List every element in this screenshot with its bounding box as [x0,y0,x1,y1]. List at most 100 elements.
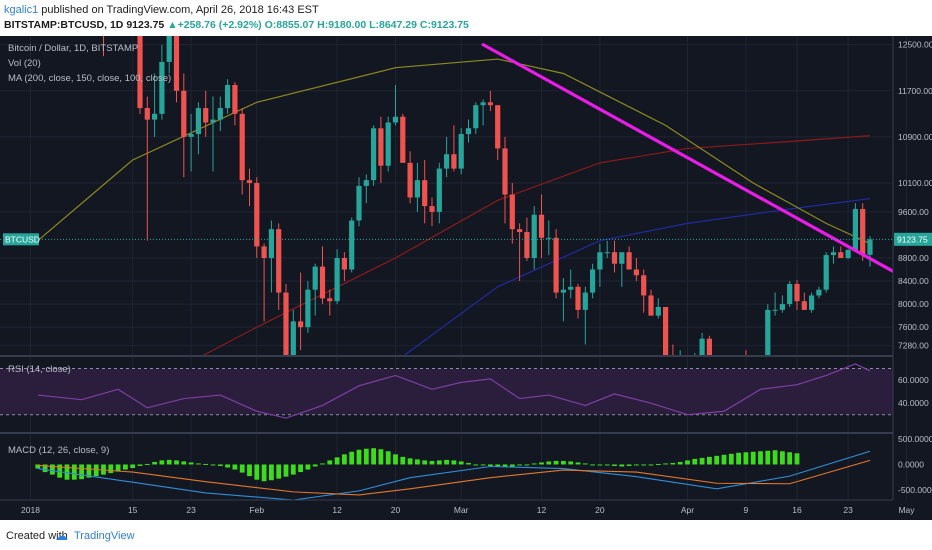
macd-histogram-bar [575,462,581,465]
macd-histogram-bar [327,460,333,465]
candle-body [706,338,712,356]
candle-body [137,36,143,109]
macd-histogram-bar [780,451,785,465]
candle-body [305,289,311,328]
macd-line [37,450,871,500]
macd-histogram-bar [349,451,355,465]
macd-legend: MACD (12, 26, close, 9) [8,445,109,456]
candle-body [473,105,479,129]
candle-body [517,229,523,233]
macd-histogram-bar [743,452,749,465]
macd-histogram-bar [371,448,376,465]
tradingview-brand-link[interactable]: TradingView [74,530,135,542]
time-tick-label: 9 [744,505,749,515]
macd-histogram-bar [50,464,55,475]
time-tick-label: Feb [249,505,264,515]
macd-histogram-bar [79,464,84,480]
candle-body [590,269,596,293]
candle-body [378,128,384,166]
macd-histogram-bar [334,457,340,465]
candle-body [524,232,530,258]
candle-body [816,289,822,296]
candle-body [407,162,413,198]
candle-body [480,102,486,106]
macd-histogram-bar [604,464,610,466]
candle-body [502,148,508,195]
resistance-trendline [481,43,893,274]
macd-tick-label: -500.0000 [898,485,932,495]
time-tick-label: 20 [595,505,605,515]
candle-body [436,168,442,212]
macd-histogram-bar [356,449,362,465]
macd-histogram-bar [670,462,676,465]
author-link[interactable]: kgalic1 [4,4,39,16]
candle-body [838,252,844,258]
candle-body [144,108,150,120]
candle-body [422,180,428,207]
macd-histogram-bar [342,454,347,465]
candle-body [290,321,296,356]
candle-body [327,298,333,302]
candle-body [765,309,771,356]
price-tick-label: 12500.00 [898,40,932,50]
candle-body [779,304,785,310]
macd-histogram-bar [415,459,420,465]
macd-histogram-bar [765,450,771,465]
macd-histogram-bar [312,464,318,467]
candle-body [444,154,450,169]
publish-info: kgalic1 published on TradingView.com, Ap… [4,4,319,16]
candle-body [246,180,253,184]
time-tick-label: Apr [681,505,694,515]
symbol-quote-line: BITSTAMP:BTCUSD, 1D 9123.75 ▲+258.76 (+2… [4,19,469,31]
macd-histogram-bar [750,451,756,465]
price-tick-label: 10900.00 [898,132,932,142]
macd-histogram-bar [539,462,544,465]
candle-body [276,229,282,293]
macd-histogram-bar [707,456,712,465]
macd-histogram-bar [590,464,595,466]
macd-histogram-bar [758,451,763,465]
candle-body [604,252,610,254]
price-value: 9123.75 [126,19,165,31]
last-price-tag: 9123.75 [894,232,932,246]
price-tick-label: 8000.00 [898,299,929,309]
macd-histogram-bar [619,464,625,467]
candles [103,36,873,356]
ma-legend: MA (200, close, 150, close, 100, close) [8,73,171,84]
macd-histogram-bar [188,462,194,465]
macd-axis[interactable]: 500.0000 0.0000 -500.0000 [898,434,932,495]
time-tick-label: 12 [332,505,342,515]
chart-area[interactable]: 12500.00 11700.00 10900.00 10100.00 9600.00 8… [0,36,932,520]
last-price-tag-text: 9123.75 [897,234,928,244]
macd-histogram-bar [568,461,574,465]
candle-body [794,283,800,302]
macd-histogram-bar [451,460,457,465]
candle-body [217,108,223,120]
time-axis[interactable]: 20181523Feb1220Mar1220Apr91623May1422 [21,505,932,515]
candle-body [232,85,238,114]
macd-histogram-bar [655,463,661,465]
price-axis[interactable]: 12500.00 11700.00 10900.00 10100.00 9600.00 8… [898,40,932,351]
candle-body [465,128,472,135]
rsi-tick-label: 60.0000 [898,375,929,385]
candle-body [809,295,815,310]
macd-histogram-bar [626,464,632,466]
trendline-layer[interactable] [481,43,932,348]
candle-body [575,286,581,310]
candle-body [648,295,654,316]
grid [0,36,907,500]
candle-body [553,237,559,293]
candle-body [845,249,851,258]
macd-histogram-bar [385,451,391,465]
candle-body [538,214,545,238]
macd-histogram-bar [794,453,800,465]
candle-body [173,36,180,91]
macd-histogram-bar [166,459,172,465]
candle-body [495,105,501,149]
rsi-tick-label: 40.0000 [898,398,929,408]
macd-histogram-bar [436,460,442,465]
rsi-axis[interactable]: 60.0000 40.0000 [898,375,929,408]
macd-histogram-bar [320,463,325,465]
tradingview-logo-icon[interactable]: ☁ [55,528,68,543]
signal-line [37,459,871,496]
